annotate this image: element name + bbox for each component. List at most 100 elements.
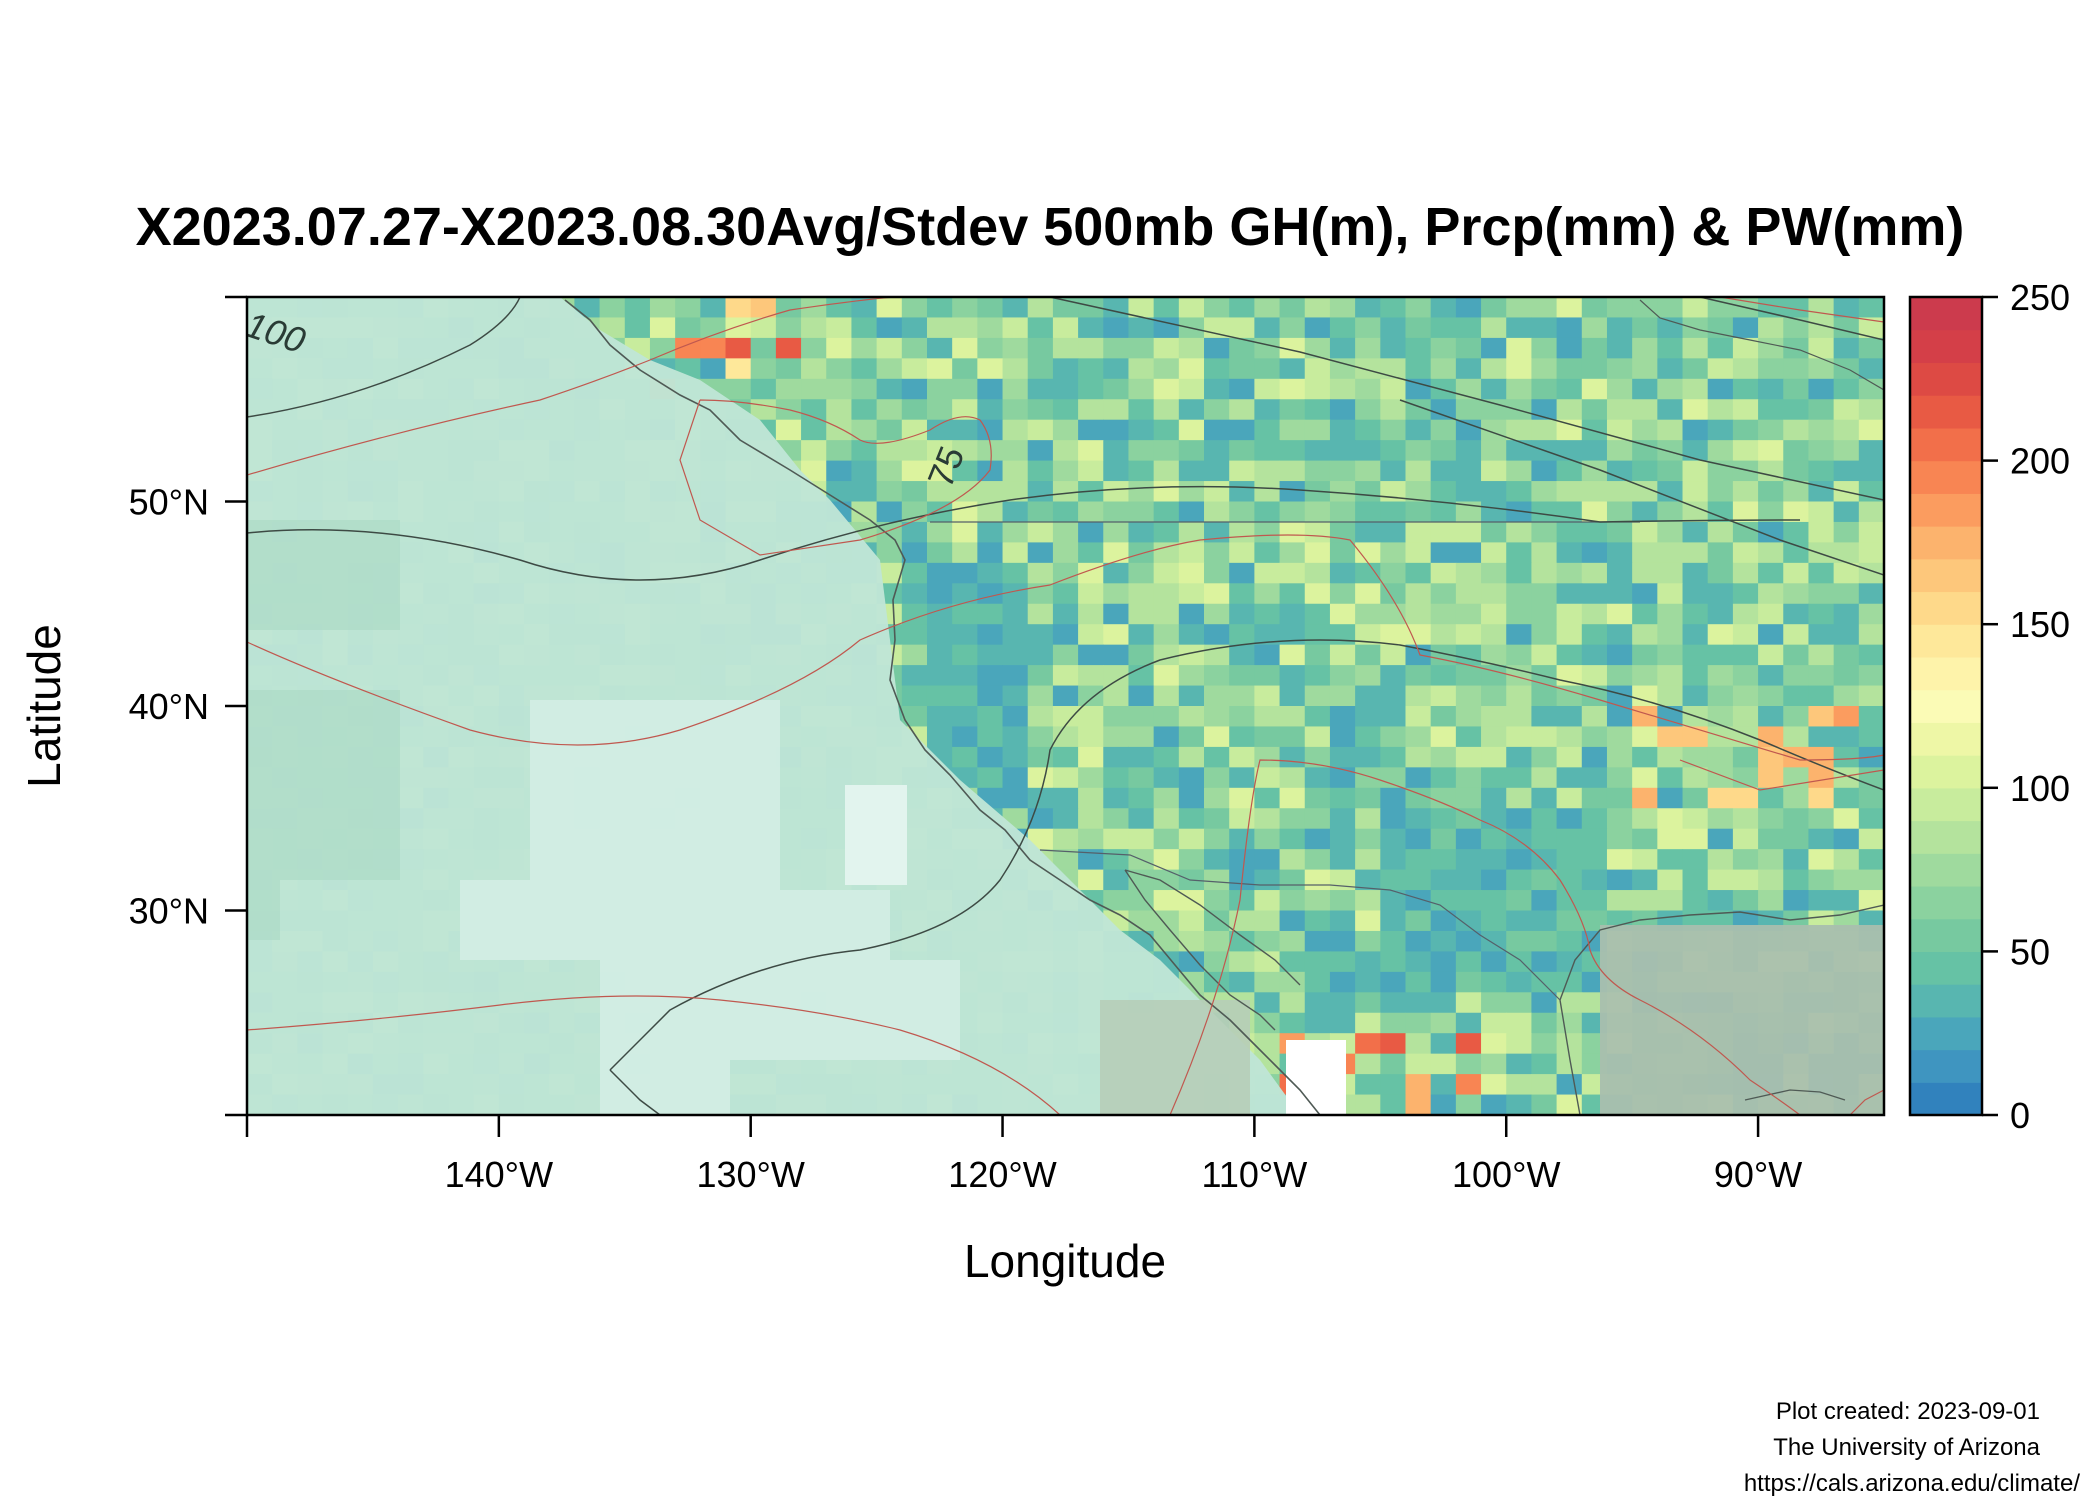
- precip-cell: [1380, 992, 1406, 1014]
- precip-cell: [1128, 726, 1155, 748]
- precip-cell: [1430, 1033, 1457, 1055]
- precip-cell: [750, 378, 777, 400]
- precip-cell: [1632, 808, 1658, 830]
- precip-cell: [977, 644, 1004, 666]
- precip-cell: [1254, 481, 1281, 502]
- precip-cell: [1581, 849, 1608, 871]
- precip-cell: [1758, 337, 1784, 359]
- precip-cell: [1279, 746, 1306, 768]
- precip-cell: [700, 297, 727, 318]
- precip-cell: [1078, 746, 1104, 768]
- precip-cell: [1329, 951, 1356, 973]
- precip-cell: [1808, 501, 1835, 523]
- precip-cell: [1329, 665, 1356, 687]
- precip-cell: [1732, 706, 1759, 727]
- precip-cell: [926, 726, 953, 748]
- precip-cell: [1229, 419, 1255, 441]
- precip-cell: [1632, 542, 1658, 564]
- precip-cell: [1002, 746, 1029, 768]
- precip-cell: [1657, 562, 1684, 584]
- precip-cell: [1178, 440, 1205, 462]
- precip-cell: [1833, 501, 1860, 523]
- precip-cell: [1581, 583, 1608, 605]
- precip-cell: [1632, 378, 1658, 400]
- precip-cell: [1606, 337, 1633, 359]
- precip-cell: [1707, 542, 1734, 564]
- precip-cell: [1556, 1012, 1583, 1034]
- precip-cell: [1606, 378, 1633, 400]
- precip-cell: [1455, 828, 1482, 850]
- precip-cell: [1632, 726, 1658, 748]
- precip-cell: [1329, 562, 1356, 584]
- precip-cell: [1556, 930, 1583, 952]
- precip-cell: [1858, 297, 1884, 318]
- precip-cell: [1002, 726, 1029, 748]
- precip-cell: [1858, 481, 1884, 502]
- precip-cell: [1380, 1012, 1406, 1034]
- precip-cell: [1355, 297, 1381, 318]
- precip-cell: [1229, 910, 1255, 932]
- precip-cell: [1204, 624, 1230, 646]
- credit-url[interactable]: https://cals.arizona.edu/climate/: [1743, 1470, 2080, 1497]
- precip-cell: [1052, 542, 1079, 564]
- precip-cell: [1632, 440, 1658, 462]
- precip-cell: [1380, 849, 1406, 871]
- precip-cell: [1380, 317, 1406, 339]
- precip-cell: [876, 501, 903, 523]
- precip-cell: [1481, 481, 1507, 502]
- precip-cell: [1455, 665, 1482, 687]
- precip-cell: [1657, 869, 1684, 891]
- precip-cell: [1078, 501, 1104, 523]
- precip-cell: [1153, 358, 1180, 380]
- precip-cell: [1405, 358, 1432, 380]
- gulf-coast: [1559, 904, 1884, 1115]
- precip-cell: [1052, 787, 1079, 809]
- precip-cell: [1657, 440, 1684, 462]
- precip-cell: [1279, 1012, 1306, 1034]
- precip-cell: [1279, 624, 1306, 646]
- precip-cell: [1103, 624, 1129, 646]
- precip-cell: [1556, 603, 1583, 625]
- precip-cell: [1581, 603, 1608, 625]
- precip-cell: [1178, 849, 1205, 871]
- precip-cell: [1027, 440, 1054, 462]
- precip-cell: [1506, 665, 1532, 687]
- precip-cell: [1531, 1053, 1558, 1075]
- precip-cell: [1380, 562, 1406, 584]
- precip-cell: [1405, 1053, 1432, 1075]
- precip-cell: [1304, 297, 1331, 318]
- precip-cell: [1531, 706, 1558, 727]
- gh-contours: [247, 297, 1884, 1115]
- precip-cell: [1078, 869, 1104, 891]
- precip-cell: [1002, 562, 1029, 584]
- precip-cell: [1103, 378, 1129, 400]
- colorbar-swatch: [1910, 951, 1982, 985]
- precip-cell: [1128, 542, 1155, 564]
- precip-cell: [1657, 337, 1684, 359]
- precip-cell: [826, 358, 852, 380]
- precip-cell: [1682, 685, 1709, 707]
- precip-cell: [1380, 869, 1406, 891]
- precip-cell: [1481, 337, 1507, 359]
- precip-cell: [1808, 685, 1835, 707]
- precip-cell: [1455, 603, 1482, 625]
- precip-cell: [1229, 624, 1255, 646]
- x-axis: 140°W 130°W 120°W 110°W 100°W 90°W: [245, 1115, 1802, 1195]
- precip-cell: [1707, 440, 1734, 462]
- precip-cell: [1481, 603, 1507, 625]
- precip-cell: [1682, 624, 1709, 646]
- precip-cell: [901, 501, 928, 523]
- precip-cell: [1279, 501, 1306, 523]
- precip-cell: [1103, 562, 1129, 584]
- colorbar-swatch: [1910, 984, 1982, 1018]
- precip-cell: [1732, 358, 1759, 380]
- precip-cell: [851, 337, 878, 359]
- precip-cell: [1430, 501, 1457, 523]
- precip-cell: [1229, 644, 1255, 666]
- precip-cell: [1682, 378, 1709, 400]
- precip-cell: [1430, 481, 1457, 502]
- precip-cell: [952, 460, 978, 482]
- precip-cell: [1606, 726, 1633, 748]
- precip-cell: [1304, 828, 1331, 850]
- precip-cell: [1531, 787, 1558, 809]
